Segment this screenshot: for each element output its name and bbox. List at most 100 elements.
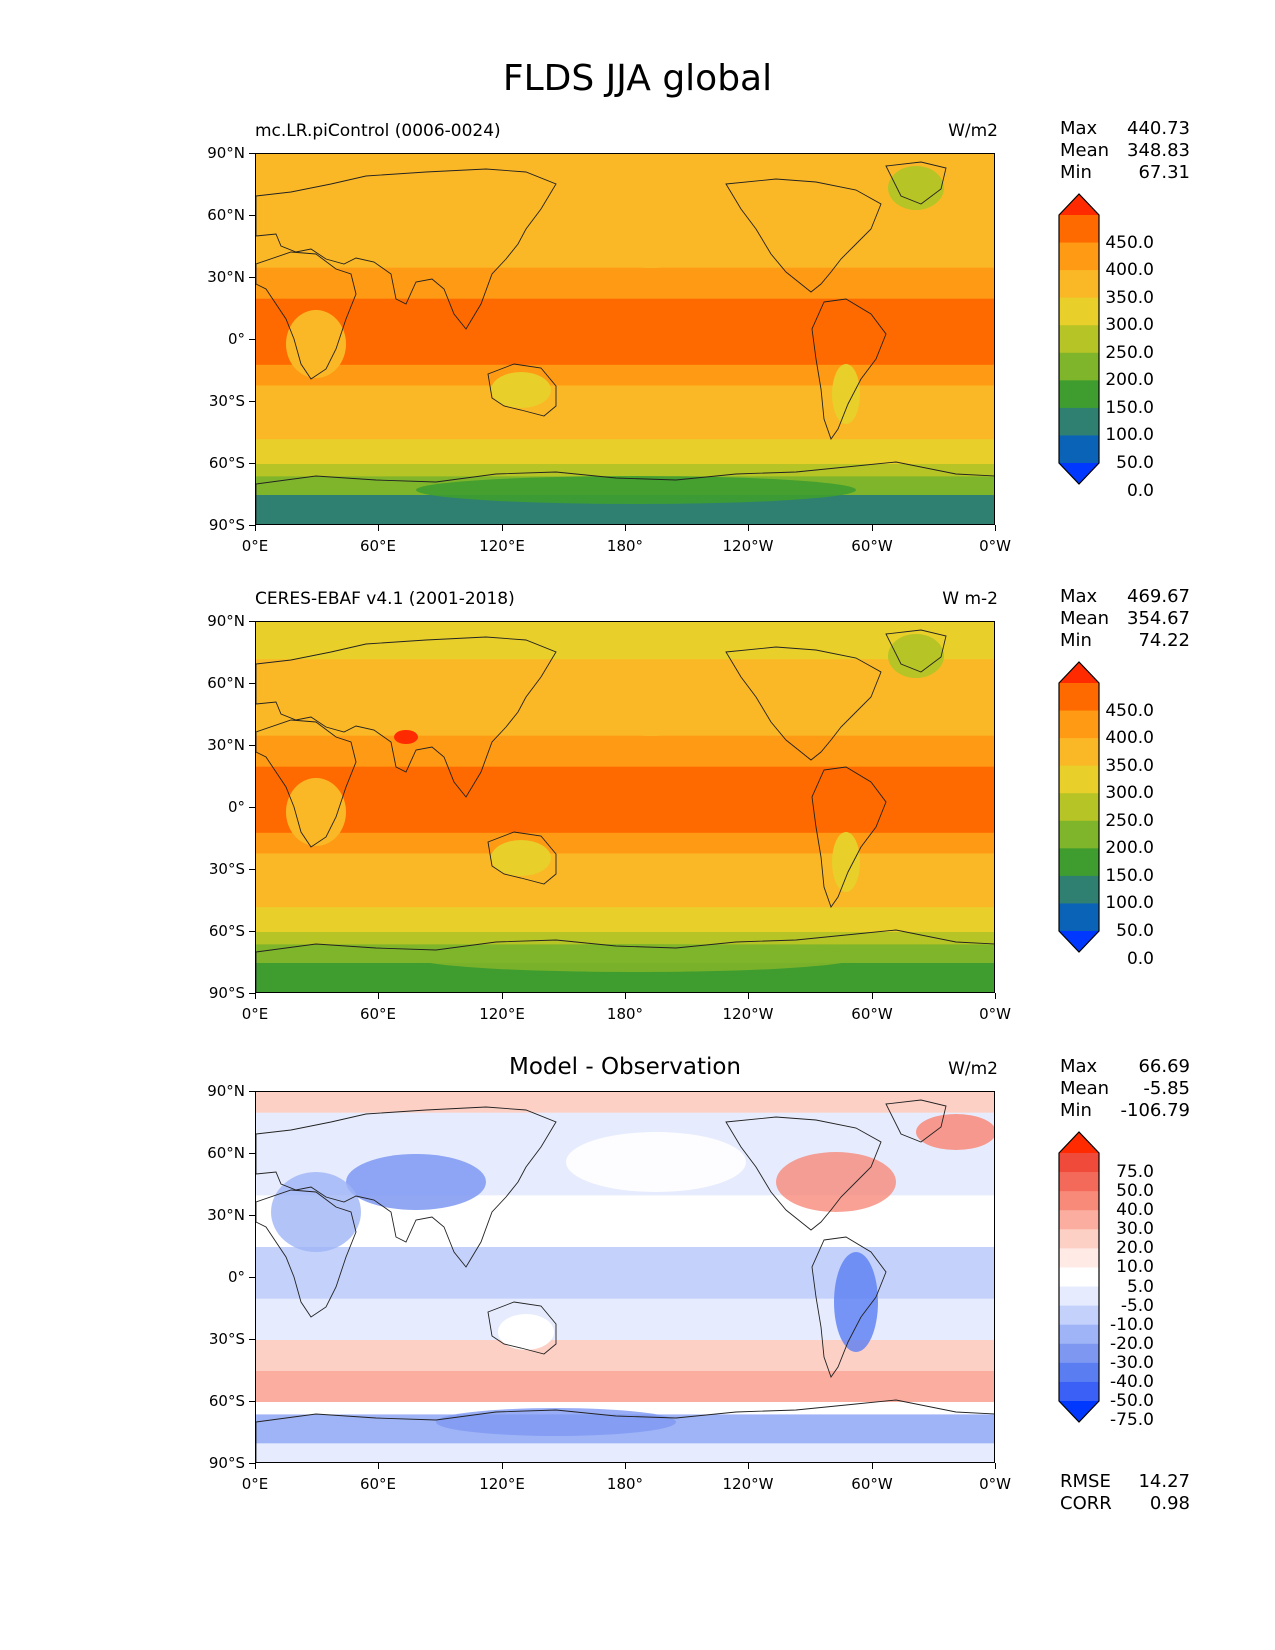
- colorbar-level-label: 200.0: [1105, 370, 1154, 391]
- field-band: [256, 267, 994, 300]
- lon-tick-label: 60°E: [338, 993, 418, 1023]
- field-patch: [888, 166, 944, 210]
- field-patch: [498, 1314, 554, 1350]
- field-patch: [776, 1152, 896, 1212]
- field-band: [256, 385, 994, 440]
- field-patch: [591, 668, 711, 736]
- lat-tick-label: 30°N: [185, 736, 255, 754]
- field-patch: [416, 944, 856, 972]
- coastline: [487, 1301, 557, 1355]
- colorbar-level-label: 100.0: [1105, 425, 1154, 446]
- field-band: [256, 832, 994, 855]
- field-band: [256, 1371, 994, 1403]
- colorbar-segment: [1059, 463, 1099, 484]
- colorbar-level-label: 100.0: [1105, 893, 1154, 914]
- coastline: [885, 1099, 947, 1143]
- lat-tick-label: 0°: [185, 330, 255, 348]
- coastline: [725, 646, 882, 761]
- difference-map[interactable]: [255, 1091, 995, 1463]
- field-patch: [326, 662, 426, 702]
- field-band: [256, 298, 994, 366]
- colorbar-level-label: 50.0: [1116, 921, 1154, 941]
- difference-colorbar: [1058, 1131, 1100, 1423]
- field-band: [256, 1092, 994, 1114]
- colorbar-segment: [1059, 1210, 1099, 1230]
- lon-tick-label: 0°E: [215, 525, 295, 555]
- coastline: [811, 766, 887, 908]
- colorbar-level-label: 400.0: [1105, 260, 1154, 281]
- colorbar-level-label: 150.0: [1105, 865, 1154, 886]
- colorbar-level-label: -5.0: [1120, 1295, 1154, 1316]
- colorbar-level-label: 10.0: [1116, 1257, 1154, 1278]
- colorbar-level-label: 75.0: [1116, 1162, 1154, 1183]
- field-band: [256, 735, 994, 768]
- lat-tick-label: 60°N: [185, 1144, 255, 1162]
- coastline: [256, 461, 994, 524]
- model-colorbar: [1058, 193, 1100, 485]
- lon-tick-label: 0°W: [955, 1463, 1035, 1493]
- coastline: [256, 636, 557, 798]
- field-band: [256, 853, 994, 908]
- field-patch: [888, 634, 944, 678]
- lat-tick-label: 30°S: [185, 392, 255, 410]
- colorbar-level-label: 0.0: [1126, 948, 1154, 969]
- colorbar-segment: [1059, 1401, 1099, 1422]
- colorbar-segment: [1059, 662, 1099, 683]
- colorbar-segment: [1059, 1132, 1099, 1153]
- lon-tick-label: 120°W: [708, 993, 788, 1023]
- colorbar-level-label: 40.0: [1116, 1200, 1154, 1221]
- lon-tick-label: 120°E: [462, 1463, 542, 1493]
- lat-tick-label: 60°N: [185, 206, 255, 224]
- observation-units-label: W m-2: [942, 589, 998, 609]
- colorbar-segment: [1059, 1305, 1099, 1326]
- model-map[interactable]: [255, 153, 995, 525]
- colorbar-level-label: 50.0: [1116, 1181, 1154, 1202]
- coastline: [725, 178, 882, 293]
- colorbar-level-label: 150.0: [1105, 397, 1154, 418]
- coastline: [885, 161, 947, 205]
- colorbar-segment: [1059, 215, 1099, 244]
- lat-tick-label: 0°: [185, 798, 255, 816]
- colorbar-level-label: 20.0: [1116, 1238, 1154, 1259]
- lon-tick-label: 60°E: [338, 525, 418, 555]
- coastline: [256, 929, 994, 992]
- observation-map[interactable]: [255, 621, 995, 993]
- model-units-label: W/m2: [948, 121, 998, 141]
- colorbar-segment: [1059, 820, 1099, 849]
- field-patch: [286, 778, 346, 846]
- colorbar-segment: [1059, 1343, 1099, 1364]
- coastline: [256, 1189, 357, 1318]
- colorbar-outline: [1058, 193, 1100, 485]
- coastline: [256, 251, 357, 380]
- colorbar-level-label: -75.0: [1110, 1410, 1154, 1431]
- colorbar-segment: [1059, 297, 1099, 326]
- colorbar-segment: [1059, 875, 1099, 904]
- colorbar-segment: [1059, 738, 1099, 767]
- field-band: [256, 932, 994, 945]
- difference-panel: Model - Observation W/m2 90°N 60°N 30°N 0° 3…: [0, 1054, 1275, 1531]
- colorbar-level-label: 30.0: [1116, 1219, 1154, 1240]
- colorbar-level-label: 250.0: [1105, 810, 1154, 831]
- colorbar-segment: [1059, 242, 1099, 271]
- lat-tick-label: 90°N: [185, 612, 255, 630]
- coastline: [885, 629, 947, 673]
- field-band: [256, 622, 994, 660]
- coastline: [811, 298, 887, 440]
- colorbar-level-label: -40.0: [1110, 1371, 1154, 1392]
- lon-tick-label: 120°W: [708, 1463, 788, 1493]
- observation-panel: CERES-EBAF v4.1 (2001-2018) W m-2 90°N 60…: [0, 586, 1275, 1061]
- coastline: [256, 1399, 994, 1462]
- colorbar-level-label: -10.0: [1110, 1314, 1154, 1335]
- field-patch: [591, 200, 711, 268]
- colorbar-outline: [1058, 1131, 1100, 1423]
- lat-tick-label: 30°N: [185, 268, 255, 286]
- difference-panel-title: Model - Observation: [508, 1054, 742, 1080]
- lat-tick-label: 60°S: [185, 1392, 255, 1410]
- colorbar-segment: [1059, 1267, 1099, 1288]
- field-band: [256, 1298, 994, 1341]
- field-band: [256, 439, 994, 465]
- colorbar-level-label: 450.0: [1105, 232, 1154, 253]
- colorbar-level-label: 350.0: [1105, 755, 1154, 776]
- lon-tick-label: 180°: [585, 993, 665, 1023]
- field-patch: [491, 840, 551, 876]
